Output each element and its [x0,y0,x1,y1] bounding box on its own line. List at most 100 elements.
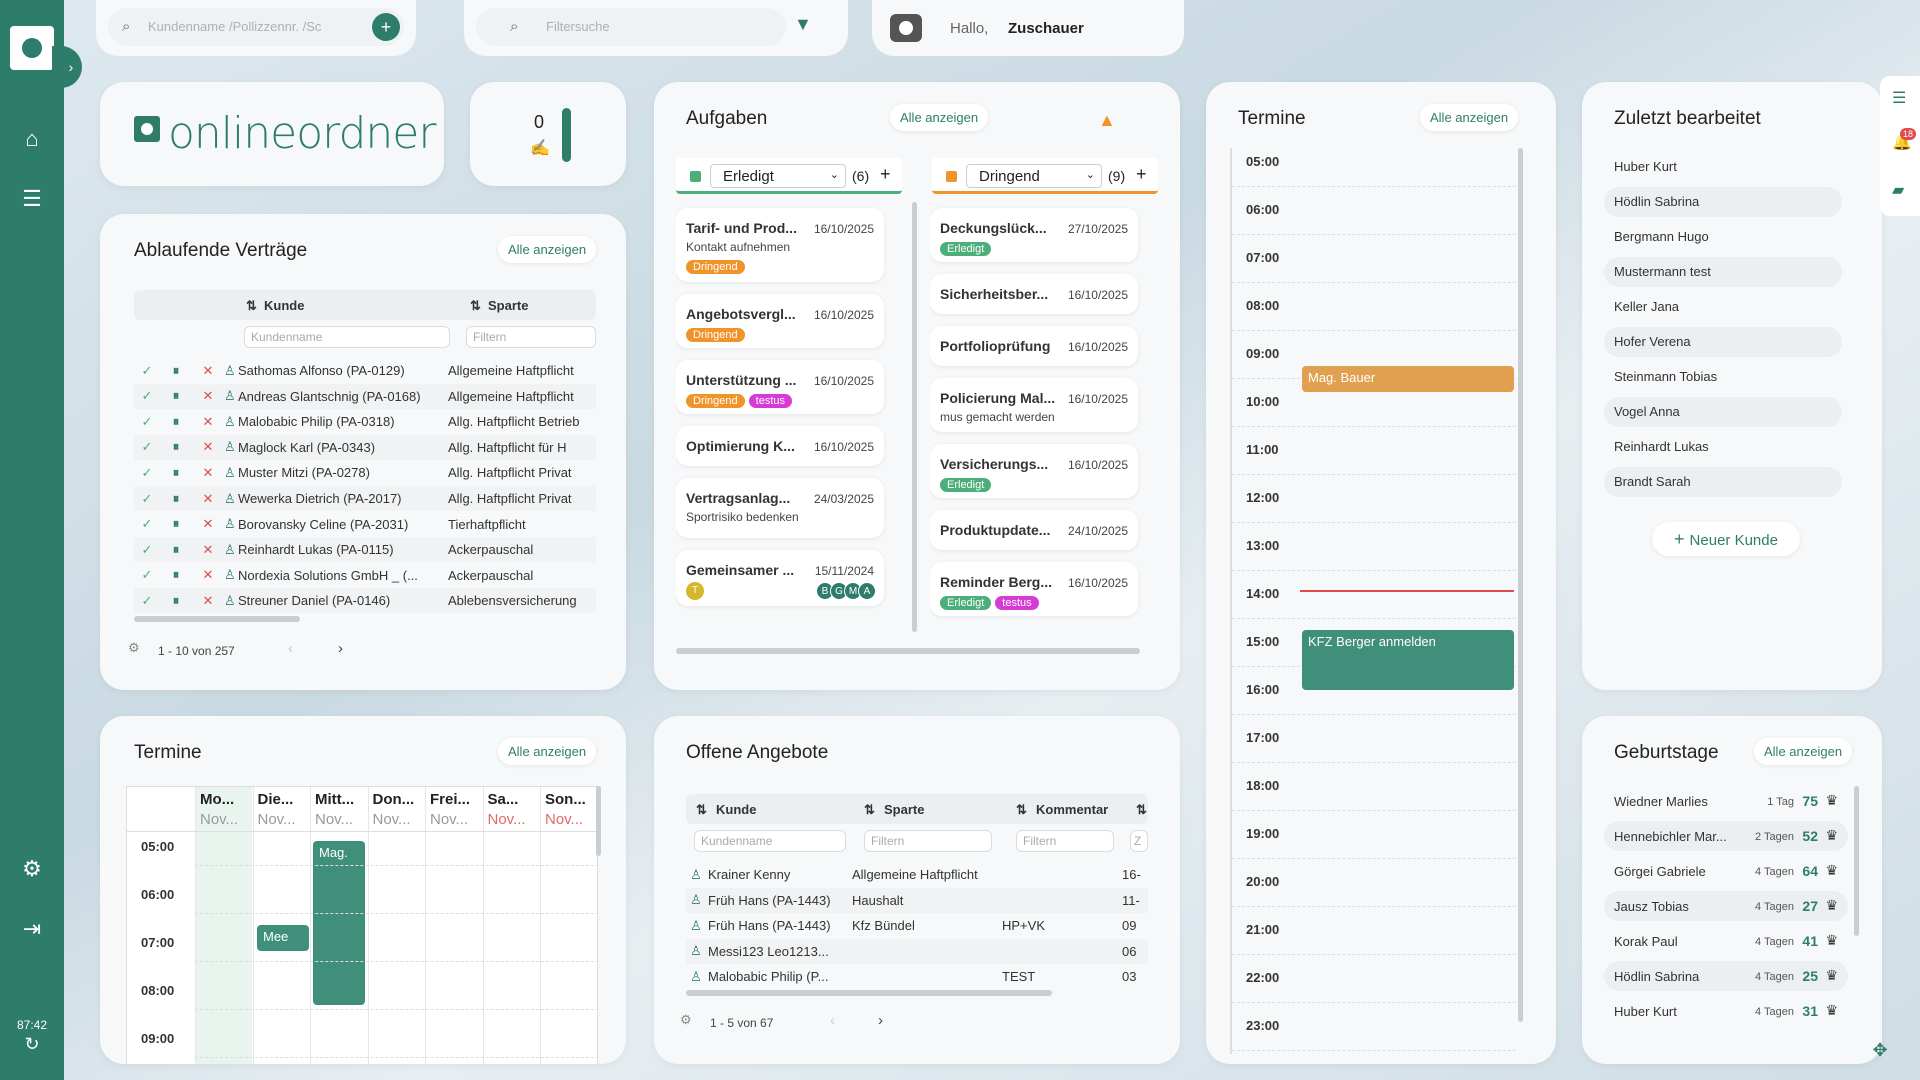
birthday-item[interactable]: Jausz Tobias 4 Tagen 27 ♛ [1604,891,1848,921]
task-card[interactable]: Unterstützung ... 16/10/2025 Dringend testu… [676,360,884,414]
pause-icon[interactable]: ⏸ [172,490,180,506]
status-select[interactable]: Dringend ⌄ [966,164,1102,188]
refresh-icon[interactable]: ↻ [24,1034,40,1054]
customer-filter-input[interactable]: Kundenname [244,326,450,348]
show-all-button[interactable]: Alle anzeigen [1754,738,1853,765]
pause-icon[interactable]: ⏸ [172,464,180,480]
table-row[interactable]: ♙ Früh Hans (PA-1443) Haushalt 11- [686,887,1148,913]
customer-cell[interactable]: Reinhardt Lukas (PA-0115) [238,542,394,558]
pause-icon[interactable]: ⏸ [172,362,180,378]
table-row[interactable]: ♙ Krainer Kenny Allgemeine Haftpflicht 16- [686,862,1148,887]
task-card[interactable]: Optimierung K... 16/10/2025 [676,426,884,466]
check-icon[interactable]: ✓ [141,567,153,583]
task-card[interactable]: Angebotsvergl... 16/10/2025 Dringend [676,294,884,348]
pause-icon[interactable]: ⏸ [172,388,180,404]
next-page-button[interactable]: › [338,640,343,657]
col-comment[interactable]: Kommentar [1036,802,1109,817]
date-filter-input[interactable]: Z [1130,830,1148,852]
next-page-button[interactable]: › [878,1012,883,1029]
recent-customer-item[interactable]: Bergmann Hugo [1614,229,1709,244]
show-all-button[interactable]: Alle anzeigen [498,236,597,263]
prev-page-button[interactable]: ‹ [830,1012,835,1029]
recent-customer-item[interactable]: Huber Kurt [1614,159,1677,174]
horizontal-scrollbar[interactable] [134,616,300,622]
customer-search-input[interactable]: ⌕ Kundenname /Pollizzennr. /Sc + [108,8,404,46]
pause-icon[interactable]: ⏸ [172,516,180,532]
table-row[interactable]: ✓ ⏸ ✕ ♙ Sathomas Alfonso (PA-0129) Allgemeine… [134,358,596,383]
task-card[interactable]: Gemeinsamer ... 15/11/2024 T B G M A [676,550,884,606]
day-column[interactable]: Mitt... Nov... [310,787,367,1064]
check-icon[interactable]: ✓ [141,541,153,557]
recent-customer-item[interactable]: Hofer Verena [1604,327,1842,357]
check-icon[interactable]: ✓ [141,439,153,455]
pause-icon[interactable]: ⏸ [172,439,180,455]
comment-filter-input[interactable]: Filtern [1016,830,1114,852]
check-icon[interactable]: ✓ [141,413,153,429]
pause-icon[interactable]: ⏸ [172,567,180,583]
customer-cell[interactable]: Andreas Glantschnig (PA-0168) [238,388,421,404]
task-card[interactable]: Policierung Mal... 16/10/2025 mus gemacht … [930,378,1138,432]
delete-icon[interactable]: ✕ [202,388,214,404]
col-customer[interactable]: Kunde [264,298,305,313]
show-all-button[interactable]: Alle anzeigen [890,104,989,131]
recent-customer-item[interactable]: Hödlin Sabrina [1604,187,1842,217]
table-row[interactable]: ♙ Messi123 Leo1213... 06 [686,938,1148,964]
birthday-item[interactable]: Korak Paul 4 Tagen 41 ♛ [1604,926,1848,956]
customer-cell[interactable]: Malobabic Philip (PA-0318) [238,414,395,430]
birthday-item[interactable]: Huber Kurt 4 Tagen 31 ♛ [1604,996,1848,1026]
check-icon[interactable]: ✓ [141,516,153,532]
delete-icon[interactable]: ✕ [202,567,214,583]
appointment-event[interactable]: Mag. Bauer [1302,366,1514,392]
task-card[interactable]: Reminder Berg... 16/10/2025 Erledigt testus [930,562,1138,616]
show-all-button[interactable]: Alle anzeigen [1420,104,1519,131]
day-column[interactable]: Son... Nov... [540,787,597,1064]
col-branch[interactable]: Sparte [884,802,925,817]
task-card[interactable]: Sicherheitsber... 16/10/2025 [930,274,1138,314]
customer-cell[interactable]: Maglock Karl (PA-0343) [238,439,376,455]
vertical-scrollbar[interactable] [596,786,601,856]
vertical-scrollbar[interactable] [1518,148,1523,1022]
settings-icon[interactable]: ⚙ [680,1012,692,1027]
recent-customer-item[interactable]: Reinhardt Lukas [1614,439,1709,454]
customer-cell[interactable]: Wewerka Dietrich (PA-2017) [238,491,402,506]
task-card[interactable]: Portfolioprüfung 16/10/2025 [930,326,1138,366]
table-row[interactable]: ✓ ⏸ ✕ ♙ Borovansky Celine (PA-2031) Tierhaftp… [134,512,596,537]
app-logo[interactable] [10,26,54,70]
customer-cell[interactable]: Malobabic Philip (P... [708,969,829,985]
table-row[interactable]: ✓ ⏸ ✕ ♙ Wewerka Dietrich (PA-2017) Allg. Haft… [134,486,596,511]
day-column[interactable]: Die... Nov... [252,787,310,1064]
birthday-item[interactable]: Wiedner Marlies 1 Tag 75 ♛ [1604,786,1848,816]
sort-icon[interactable]: ⇅ [246,298,257,313]
horizontal-scrollbar[interactable] [676,648,1140,654]
branch-filter-input[interactable]: Filtern [864,830,992,852]
sidebar-toggle-button[interactable]: › [52,46,82,88]
check-icon[interactable]: ✓ [141,464,153,480]
table-row[interactable]: ✓ ⏸ ✕ ♙ Malobabic Philip (PA-0318) Allg. Haft… [134,409,596,434]
birthday-item[interactable]: Hödlin Sabrina 4 Tagen 25 ♛ [1604,961,1848,991]
filter-search-input[interactable]: ⌕ Filtersuche [476,8,786,46]
birthday-item[interactable]: Hennebichler Mar... 2 Tagen 52 ♛ [1604,821,1848,851]
table-row[interactable]: ✓ ⏸ ✕ ♙ Streuner Daniel (PA-0146) Ablebensver… [134,588,596,614]
new-customer-button[interactable]: + Neuer Kunde [1652,522,1800,556]
pause-icon[interactable]: ⏸ [172,541,180,557]
sort-icon[interactable]: ⇅ [1136,802,1147,817]
show-all-button[interactable]: Alle anzeigen [498,738,597,765]
customer-cell[interactable]: Krainer Kenny [708,867,791,882]
table-row[interactable]: ✓ ⏸ ✕ ♙ Maglock Karl (PA-0343) Allg. Haftpfli… [134,434,596,460]
customer-cell[interactable]: Früh Hans (PA-1443) [708,918,831,934]
home-icon[interactable]: ⌂ [25,126,39,151]
table-row[interactable]: ♙ Malobabic Philip (P... TEST 03 [686,964,1148,989]
col-customer[interactable]: Kunde [716,802,757,817]
list-icon[interactable]: ☰ [22,186,42,211]
customer-cell[interactable]: Messi123 Leo1213... [708,943,829,959]
customer-cell[interactable]: Streuner Daniel (PA-0146) [238,593,391,609]
warning-icon[interactable]: ▲ [1098,110,1116,130]
recent-customer-item[interactable]: Keller Jana [1614,299,1680,314]
check-icon[interactable]: ✓ [141,362,153,378]
task-card[interactable]: Tarif- und Prod... 16/10/2025 Kontakt aufn… [676,208,884,282]
customer-cell[interactable]: Nordexia Solutions GmbH _ (... [238,567,418,583]
col-branch[interactable]: Sparte [488,298,529,313]
delete-icon[interactable]: ✕ [202,592,214,608]
vertical-scrollbar[interactable] [912,202,917,632]
move-icon[interactable]: ✥ [1872,1040,1888,1060]
